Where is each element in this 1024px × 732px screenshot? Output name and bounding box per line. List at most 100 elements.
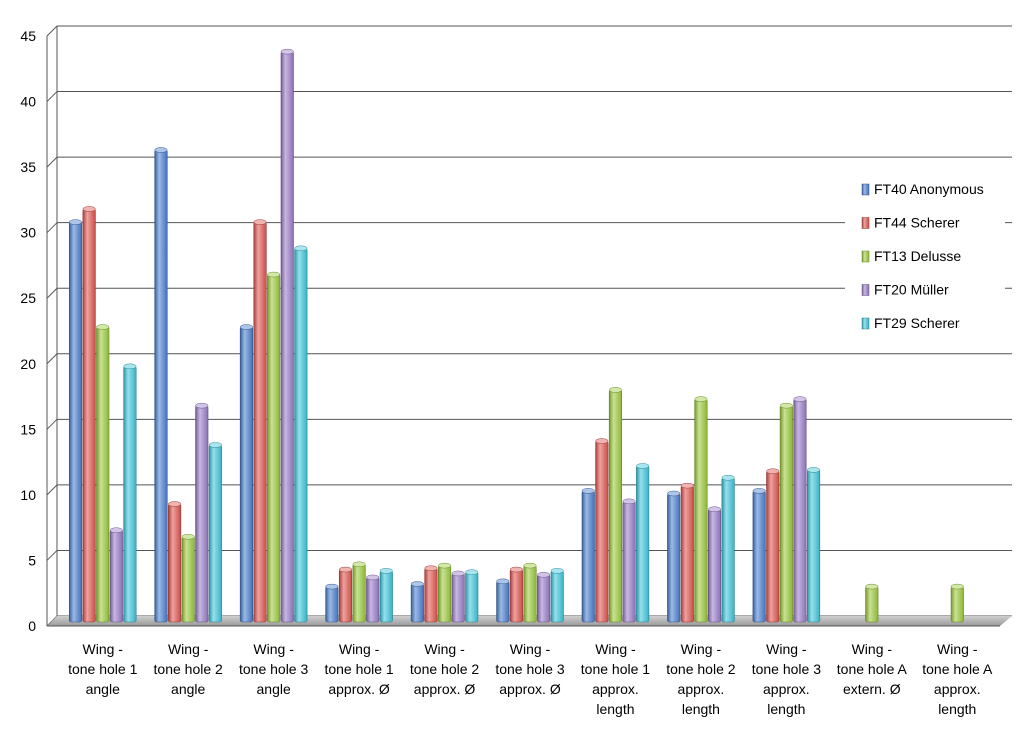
gridline-depth xyxy=(46,222,58,234)
y-tick-label: 40 xyxy=(20,94,36,110)
legend-swatch xyxy=(861,183,870,196)
bar-cap xyxy=(123,363,137,370)
bar xyxy=(793,398,807,623)
bar xyxy=(581,490,595,623)
bar xyxy=(325,586,339,623)
bar-cap xyxy=(410,581,424,587)
bar xyxy=(109,529,123,623)
bar-cap xyxy=(181,534,195,540)
bar-cap xyxy=(509,566,523,573)
bar xyxy=(379,570,393,623)
bar-cap xyxy=(636,463,650,469)
bar-cap xyxy=(208,442,222,448)
x-category-label-line: Wing - xyxy=(168,641,209,657)
x-category-label-line: angle xyxy=(257,681,291,697)
x-category-label-line: tone hole A xyxy=(837,661,908,677)
x-category-label-line: approx. xyxy=(934,681,981,697)
bar xyxy=(280,51,294,623)
bar-cap xyxy=(195,402,209,409)
bar xyxy=(779,405,793,623)
bar xyxy=(680,485,694,623)
bar-cap xyxy=(550,568,564,574)
bar-cap xyxy=(338,566,352,573)
bar xyxy=(154,149,168,623)
bar-cap xyxy=(721,475,735,481)
y-tick-label: 15 xyxy=(20,421,36,437)
legend-label: FT29 Scherer xyxy=(874,315,960,331)
bar xyxy=(294,248,308,623)
bar-cap xyxy=(622,498,636,505)
gridline-depth xyxy=(46,550,58,561)
bar xyxy=(437,565,452,623)
bar xyxy=(766,470,780,623)
bar-cap xyxy=(267,271,281,278)
x-category-label-line: extern. Ø xyxy=(843,681,901,697)
bar xyxy=(509,569,523,623)
x-category-label-line: angle xyxy=(86,681,120,697)
bar-cap xyxy=(424,565,438,571)
bar xyxy=(807,469,821,623)
x-category-label-line: tone hole 3 xyxy=(239,661,308,677)
gridline-depth xyxy=(46,484,58,496)
legend-label: FT44 Scherer xyxy=(874,215,960,231)
bars xyxy=(68,48,964,623)
y-tick-label: 25 xyxy=(20,290,36,306)
x-category-label-line: Wing - xyxy=(595,641,636,657)
x-category-label-line: Wing - xyxy=(339,641,380,657)
x-category-label-line: length xyxy=(682,701,720,717)
x-category-label-line: tone hole 3 xyxy=(752,661,821,677)
bar xyxy=(352,564,366,623)
x-category-label-line: tone hole 2 xyxy=(154,661,223,677)
gridline-depth xyxy=(46,287,58,299)
x-category-label-line: approx. xyxy=(678,681,725,697)
x-category-label: Wing - tone hole 3 approx. length xyxy=(752,641,821,717)
y-tick-label: 20 xyxy=(20,356,36,372)
legend-swatch xyxy=(861,284,870,296)
gridline-depth xyxy=(46,25,58,37)
y-tick-label: 45 xyxy=(20,28,36,44)
x-category-label-line: length xyxy=(938,701,976,717)
x-category-label-line: length xyxy=(767,701,805,717)
bar xyxy=(424,567,438,623)
x-category-label: Wing - tone hole 1 approx. Ø xyxy=(324,641,393,697)
x-category-label-line: Wing - xyxy=(937,641,978,657)
x-category-label-line: Wing - xyxy=(83,641,124,657)
bar xyxy=(338,569,353,623)
bar xyxy=(253,221,267,623)
bar-cap xyxy=(595,438,609,444)
x-category-label-line: tone hole 3 xyxy=(495,661,564,677)
bar xyxy=(636,465,650,623)
bar-cap xyxy=(325,583,339,590)
x-category-label-line: approx. Ø xyxy=(499,681,561,697)
bar xyxy=(239,326,253,623)
x-category-label: Wing - tone hole 1 angle xyxy=(68,641,137,697)
x-category-label: Wing - tone hole A extern. Ø xyxy=(837,641,908,697)
bar xyxy=(366,577,380,623)
bar xyxy=(68,221,83,623)
bar-cap xyxy=(950,583,964,590)
bar-cap xyxy=(69,219,83,225)
bar-cap xyxy=(708,506,722,512)
bar-cap xyxy=(537,572,551,578)
bar xyxy=(950,586,964,623)
bar-cap xyxy=(96,324,110,330)
x-category-label-line: Wing - xyxy=(510,641,551,657)
x-category-label: Wing - tone hole 2 angle xyxy=(154,641,223,697)
gridline-depth xyxy=(46,156,58,168)
bar xyxy=(667,493,681,623)
bar-cap xyxy=(366,574,380,581)
x-category-label-line: Wing - xyxy=(852,641,893,657)
x-category-label: Wing - tone hole 3 angle xyxy=(239,641,308,697)
x-category-label-line: Wing - xyxy=(253,641,294,657)
bar-cap xyxy=(496,578,510,585)
x-category-label-line: tone hole 1 xyxy=(324,661,393,677)
gridline-depth xyxy=(46,418,58,430)
x-category-label: Wing - tone hole 1 approx. length xyxy=(581,641,650,717)
bar-cap xyxy=(239,324,253,330)
legend: FT40 Anonymous FT44 Scherer FT13 Delusse FT… xyxy=(845,170,1005,340)
x-category-label-line: Wing - xyxy=(681,641,722,657)
bar-cap xyxy=(109,527,123,533)
bar-cap xyxy=(294,245,308,252)
